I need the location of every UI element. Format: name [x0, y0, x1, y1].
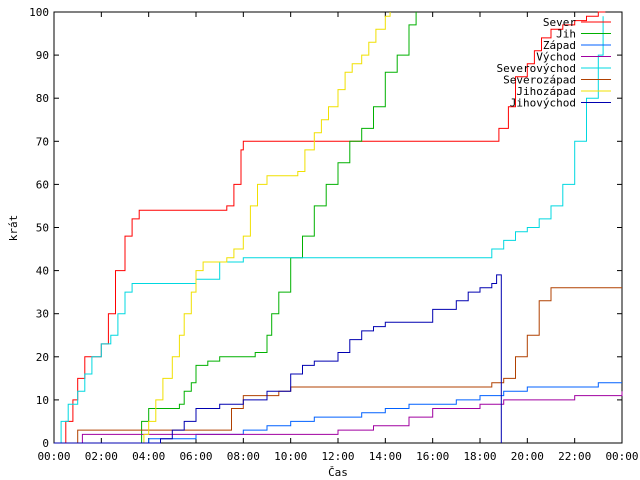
series-lines	[54, 11, 623, 444]
series-line-jih	[54, 12, 417, 444]
legend-label-severovychod: Severovýchod	[497, 62, 576, 75]
y-tick-label: 10	[36, 394, 49, 407]
legend-label-sever: Sever	[543, 16, 576, 29]
y-tick-label: 50	[36, 222, 49, 235]
series-line-severozapad	[54, 287, 622, 444]
legend-label-severozapad: Severozápad	[503, 74, 576, 87]
legend-label-vychod: Východ	[536, 51, 576, 64]
legend-label-zapad: Západ	[543, 39, 576, 52]
x-tick-label: 00:00	[37, 450, 70, 463]
y-tick-labels: 0 10 20 30 40 50 60 70 80 90 100	[29, 6, 49, 450]
legend-label-jihozapad: Jihozápad	[516, 85, 576, 98]
x-tick-label: 08:00	[227, 450, 260, 463]
y-axis-label: krát	[7, 215, 20, 242]
x-tick-label: 06:00	[179, 450, 212, 463]
x-tick-label: 18:00	[463, 450, 496, 463]
legend: SeverJihZápadVýchodSeverovýchodSeverozáp…	[497, 16, 611, 110]
series-line-severovychod	[54, 16, 604, 444]
x-tick-label: 14:00	[369, 450, 402, 463]
x-tick-label: 02:00	[85, 450, 118, 463]
y-tick-label: 0	[42, 437, 49, 450]
x-axis-label: Čas	[328, 466, 348, 479]
tick-marks	[53, 11, 623, 444]
legend-label-jih: Jih	[556, 28, 576, 41]
x-tick-labels: 00:00 02:00 04:00 06:00 08:00 10:00 12:00 14:00…	[37, 450, 638, 463]
y-tick-label: 80	[36, 92, 49, 105]
y-tick-label: 20	[36, 351, 49, 364]
y-tick-label: 90	[36, 49, 49, 62]
x-tick-label: 10:00	[274, 450, 307, 463]
y-tick-label: 30	[36, 308, 49, 321]
x-tick-label: 04:00	[132, 450, 165, 463]
series-line-jihovychod	[54, 274, 502, 444]
series-line-jihozapad	[54, 12, 391, 444]
y-tick-label: 70	[36, 135, 49, 148]
x-tick-label: 00:00	[605, 450, 638, 463]
legend-label-jihovychod: Jihovýchod	[510, 97, 576, 110]
y-tick-label: 60	[36, 178, 49, 191]
x-tick-label: 12:00	[321, 450, 354, 463]
series-line-vychod	[54, 391, 623, 444]
x-tick-label: 20:00	[511, 450, 544, 463]
y-tick-label: 100	[29, 6, 49, 19]
x-tick-label: 16:00	[416, 450, 449, 463]
x-tick-label: 22:00	[558, 450, 591, 463]
y-tick-label: 40	[36, 265, 49, 278]
